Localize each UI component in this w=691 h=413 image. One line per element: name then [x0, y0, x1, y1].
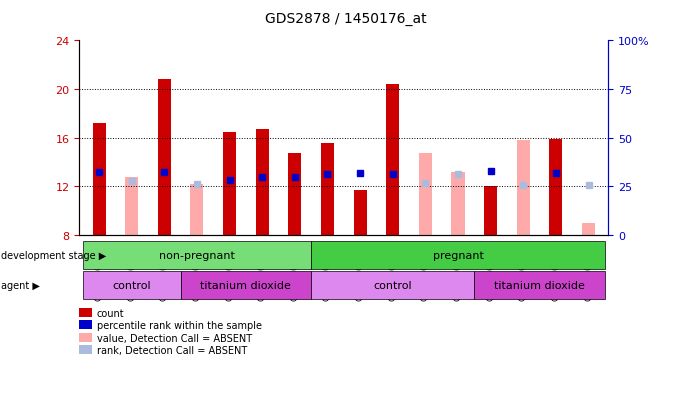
Bar [386, 85, 399, 235]
Text: titanium dioxide: titanium dioxide [494, 280, 585, 290]
Bar [484, 187, 497, 235]
Text: titanium dioxide: titanium dioxide [200, 280, 292, 290]
Bar [451, 172, 464, 235]
Text: agent ▶: agent ▶ [1, 280, 40, 290]
Bar [321, 143, 334, 235]
Bar [582, 223, 595, 235]
Bar [125, 177, 138, 235]
Text: rank, Detection Call = ABSENT: rank, Detection Call = ABSENT [97, 345, 247, 355]
Bar [288, 154, 301, 235]
Text: pregnant: pregnant [433, 250, 484, 260]
Bar [93, 124, 106, 235]
Bar [223, 132, 236, 235]
Text: control: control [113, 280, 151, 290]
Bar [191, 185, 203, 235]
Text: value, Detection Call = ABSENT: value, Detection Call = ABSENT [97, 333, 252, 343]
Text: count: count [97, 308, 124, 318]
Bar [158, 80, 171, 235]
Bar [419, 154, 432, 235]
Text: non-pregnant: non-pregnant [159, 250, 235, 260]
Text: GDS2878 / 1450176_at: GDS2878 / 1450176_at [265, 12, 426, 26]
Text: development stage ▶: development stage ▶ [1, 250, 106, 260]
Bar [517, 141, 530, 235]
Bar [354, 190, 367, 235]
Bar [256, 130, 269, 235]
Text: percentile rank within the sample: percentile rank within the sample [97, 320, 262, 330]
Text: control: control [373, 280, 412, 290]
Bar [549, 140, 562, 235]
